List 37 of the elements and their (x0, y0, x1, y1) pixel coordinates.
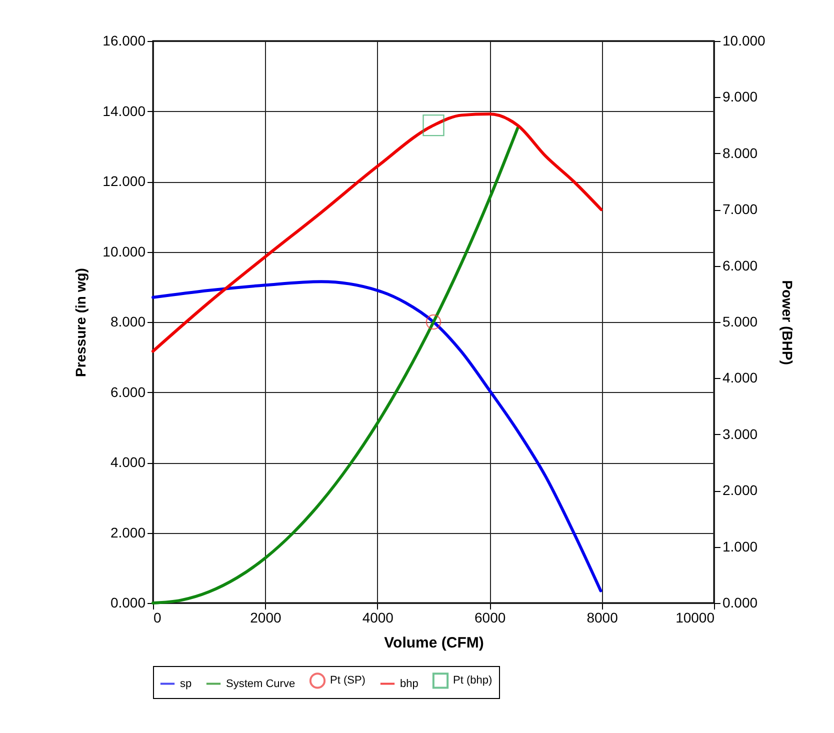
y2-axis-title: Power (BHP) (779, 280, 796, 365)
line-series (152, 112, 603, 353)
y2-tick-label: 0.000 (722, 594, 758, 610)
y2-tick-label: 4.000 (722, 370, 758, 386)
x-tick-label: 8000 (586, 610, 618, 626)
x-tick-label: 6000 (474, 610, 506, 626)
y2-tick-label: 5.000 (722, 314, 758, 330)
y-tick-label: 4.000 (110, 454, 146, 470)
legend-label: System Curve (226, 678, 296, 690)
legend-label: bhp (400, 678, 418, 690)
x-tick-label: 4000 (362, 610, 394, 626)
y-tick-label: 8.000 (110, 314, 146, 330)
y-axis-title: Pressure (in wg) (72, 268, 89, 377)
y2-tick-label: 1.000 (722, 538, 758, 554)
y-tick-label: 2.000 (110, 524, 146, 540)
y2-tick-label: 8.000 (722, 144, 758, 161)
y2-tick-label: 9.000 (722, 88, 758, 105)
y-tick-label: 10.000 (102, 243, 146, 260)
y-tick-label: 14.000 (102, 102, 146, 119)
y2-tick-label: 2.000 (722, 482, 758, 498)
line-series (152, 280, 602, 592)
y-tick-label: 16.000 (102, 32, 146, 48)
legend-label: Pt (SP) (330, 674, 366, 687)
y-tick-label: 0.000 (110, 594, 146, 610)
y2-tick-label: 6.000 (722, 257, 758, 274)
line-series (152, 126, 520, 604)
y-tick-label: 12.000 (102, 173, 146, 189)
y2-tick-label: 7.000 (722, 201, 758, 218)
y-tick-label: 6.000 (110, 384, 146, 400)
y2-tick-label: 3.000 (722, 426, 758, 442)
legend-label: sp (180, 678, 192, 690)
legend-label: Pt (bhp) (453, 674, 492, 687)
x-axis-title: Volume (CFM) (384, 634, 484, 652)
x-tick-label: 2000 (250, 610, 282, 626)
x-tick-label: 0 (154, 610, 162, 626)
y2-tick-label: 10.000 (722, 32, 766, 48)
x-tick-label: 10000 (676, 610, 715, 626)
